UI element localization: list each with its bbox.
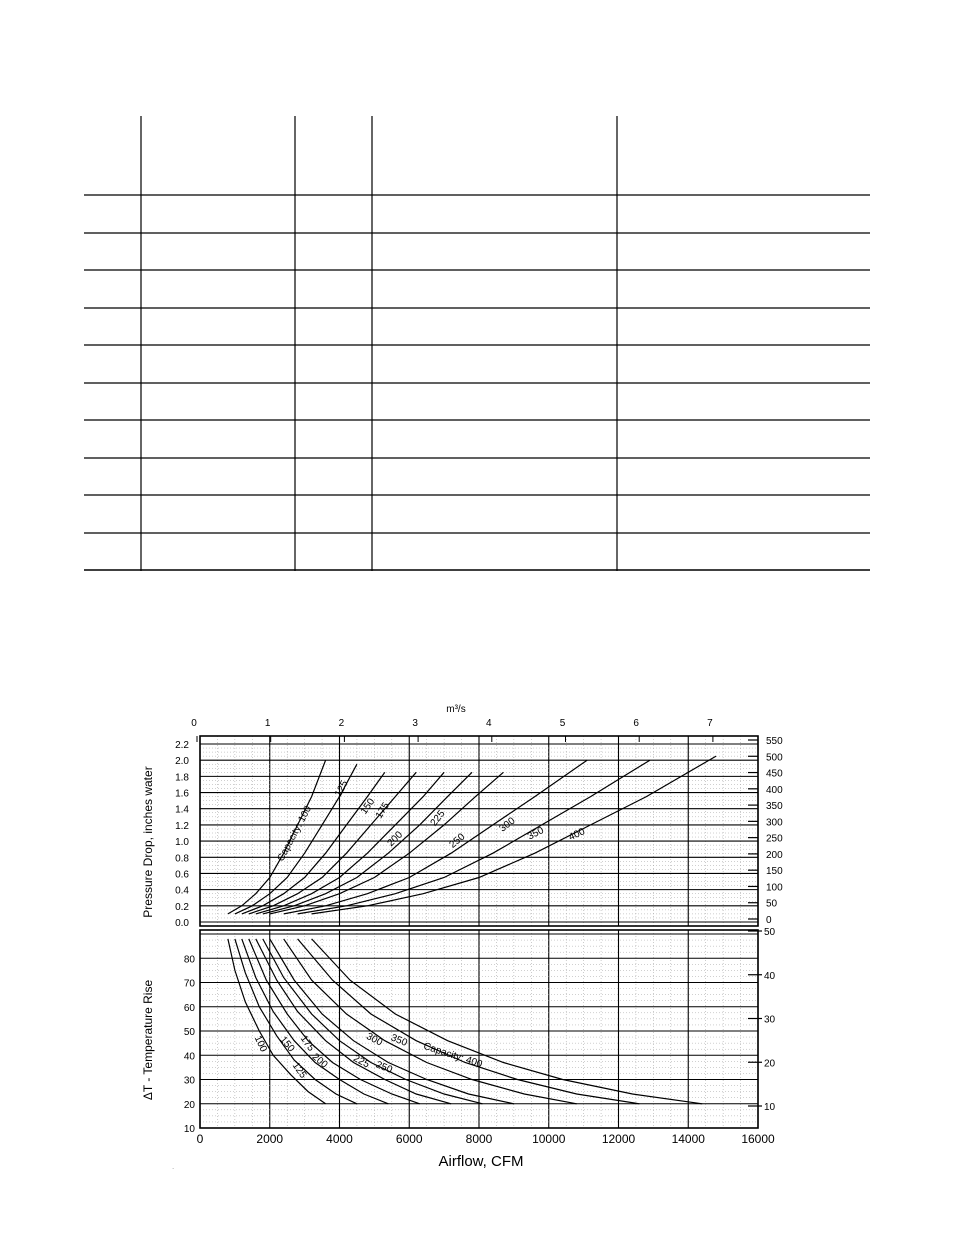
top-right-tick-label: 0 <box>766 915 772 926</box>
top-y-tick-label: 0.4 <box>175 886 189 897</box>
x-tick-label: 0 <box>197 1132 204 1146</box>
temperature-rise-curve <box>227 938 326 1105</box>
bottom-y-tick-label: 40 <box>184 1051 196 1062</box>
x-tick-label: 14000 <box>672 1132 706 1146</box>
bottom-y-tick-label: 60 <box>184 1003 196 1014</box>
pressure-drop-curve <box>248 771 417 915</box>
temperature-rise-curve <box>283 938 577 1105</box>
x-tick-label: 10000 <box>532 1132 566 1146</box>
top-axis-tick-label: 1 <box>265 718 271 729</box>
x-tick-label: 4000 <box>326 1132 353 1146</box>
pressure-curve-label: 300 <box>497 815 517 834</box>
temperature-curve-label: 175 <box>298 1034 317 1054</box>
bottom-y-tick-label: 10 <box>184 1124 196 1135</box>
temperature-curve-label: 300 <box>364 1031 384 1049</box>
top-right-tick-label: 100 <box>766 882 783 893</box>
bottom-right-tick-label: 10 <box>764 1102 776 1113</box>
top-y-axis-label: Pressure Drop, inches water <box>141 766 155 917</box>
tick-labels: 0 1 2 3 4 5 6 7m³/s0.00.20.40.60.81.01.21.41.61… <box>141 704 783 1170</box>
temperature-rise-curve <box>269 938 515 1105</box>
top-axis-tick-label: 4 <box>486 718 492 729</box>
pressure-drop-curve <box>255 771 445 915</box>
page-mark: . <box>172 1162 175 1171</box>
top-y-tick-label: 0.2 <box>175 902 189 913</box>
pressure-curve-label: 350 <box>526 825 546 843</box>
pressure-drop-curve <box>297 759 651 915</box>
plot-frames <box>199 735 759 1129</box>
top-axis-tick-label: 5 <box>560 718 566 729</box>
temperature-curve-label: 125 <box>290 1061 309 1081</box>
top-right-tick-label: 200 <box>766 850 783 861</box>
top-right-tick-label: 150 <box>766 866 783 877</box>
temperature-rise-curve <box>255 938 452 1105</box>
pressure-drop-curve <box>283 759 588 915</box>
pressure-drop-curve <box>262 771 473 915</box>
top-y-tick-label: 2.2 <box>175 740 189 751</box>
blank-data-table <box>84 116 870 571</box>
top-y-tick-label: 1.6 <box>175 789 189 800</box>
top-y-tick-label: 1.4 <box>175 805 189 816</box>
x-tick-label: 16000 <box>741 1132 775 1146</box>
top-y-tick-label: 0.8 <box>175 853 189 864</box>
top-axis-tick-label: 3 <box>412 718 418 729</box>
grid-lines <box>196 736 762 1129</box>
bottom-right-tick-label: 30 <box>764 1015 776 1026</box>
bottom-y-tick-label: 50 <box>184 1027 196 1038</box>
top-y-tick-label: 1.0 <box>175 837 189 848</box>
top-axis-tick-label: 2 <box>339 718 345 729</box>
top-y-tick-label: 2.0 <box>175 756 189 767</box>
pressure-curve-label: 250 <box>447 831 467 850</box>
top-axis-tick-label: 6 <box>633 718 639 729</box>
temperature-rise-curve <box>234 938 358 1105</box>
bottom-y-tick-label: 80 <box>184 954 196 965</box>
top-y-tick-label: 1.8 <box>175 772 189 783</box>
temperature-curve-label: 200 <box>310 1052 330 1071</box>
curves <box>227 755 717 1105</box>
bottom-right-tick-label: 50 <box>764 927 776 938</box>
pressure-drop-curve <box>227 759 327 915</box>
top-y-tick-label: 1.2 <box>175 821 189 832</box>
top-right-tick-label: 300 <box>766 817 783 828</box>
pressure-drop-curve <box>269 771 504 915</box>
top-axis-tick-label: 7 <box>707 718 713 729</box>
bottom-y-axis-label: ΔT - Temperature Rise <box>141 980 155 1101</box>
top-right-tick-label: 50 <box>766 899 778 910</box>
top-right-tick-label: 500 <box>766 752 783 763</box>
x-tick-label: 8000 <box>466 1132 493 1146</box>
bottom-y-tick-label: 30 <box>184 1076 196 1087</box>
top-y-tick-label: 0.0 <box>175 918 189 929</box>
x-tick-label: 12000 <box>602 1132 636 1146</box>
top-right-tick-label: 250 <box>766 834 783 845</box>
top-axis-label: m³/s <box>446 704 465 715</box>
temperature-rise-curve <box>297 938 640 1105</box>
x-axis-label: Airflow, CFM <box>438 1153 523 1170</box>
temperature-curve-label: 150 <box>277 1034 296 1054</box>
pressure-drop-curve <box>311 755 717 915</box>
temperature-rise-curve <box>311 938 703 1105</box>
temperature-rise-curve <box>262 938 483 1105</box>
x-tick-label: 2000 <box>256 1132 283 1146</box>
top-right-tick-label: 450 <box>766 769 783 780</box>
bottom-right-tick-label: 40 <box>764 971 776 982</box>
top-right-tick-label: 350 <box>766 801 783 812</box>
top-right-tick-label: 550 <box>766 736 783 747</box>
temperature-rise-curve <box>248 938 420 1105</box>
bottom-y-tick-label: 20 <box>184 1100 196 1111</box>
top-right-tick-label: 400 <box>766 785 783 796</box>
bottom-right-tick-label: 20 <box>764 1058 776 1069</box>
pressure-drop-curve <box>234 763 358 915</box>
bottom-plot-frame <box>199 929 759 1129</box>
top-y-tick-label: 0.6 <box>175 869 189 880</box>
temperature-rise-curve <box>241 938 389 1105</box>
top-plot-frame <box>199 735 759 927</box>
pressure-drop-curve <box>241 771 386 915</box>
top-axis-tick-label: 0 <box>191 718 197 729</box>
bottom-y-tick-label: 70 <box>184 979 196 990</box>
x-tick-label: 6000 <box>396 1132 423 1146</box>
